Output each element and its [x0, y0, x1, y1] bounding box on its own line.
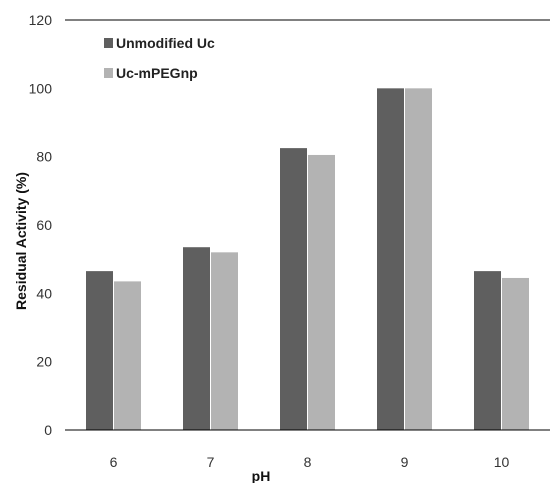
y-tick-label: 60: [36, 217, 52, 233]
y-axis-title: Residual Activity (%): [13, 172, 29, 310]
x-axis-title: pH: [252, 468, 271, 483]
x-tick-label: 7: [207, 454, 215, 470]
bar-unmodified-ph-7: [183, 247, 210, 430]
x-tick-label: 10: [494, 454, 510, 470]
bar-peg-ph-8: [308, 154, 335, 431]
legend: Unmodified Uc Uc-mPEGnp: [104, 35, 215, 81]
bar-peg-ph-7: [211, 252, 238, 430]
bar-unmodified-ph-8: [280, 148, 307, 430]
y-tick-label: 20: [36, 354, 52, 370]
x-tick-label: 8: [304, 454, 312, 470]
bar-peg-ph-9: [405, 88, 432, 430]
legend-label-peg: Uc-mPEGnp: [116, 65, 198, 81]
bars: [86, 88, 529, 431]
bar-unmodified-ph-10: [474, 271, 501, 430]
x-tick-label: 6: [110, 454, 118, 470]
y-tick-labels: 0 20 40 60 80 100 120: [29, 12, 53, 438]
legend-label-unmodified: Unmodified Uc: [116, 35, 215, 51]
x-tick-labels: 6 7 8 9 10: [110, 454, 510, 470]
bar-peg-ph-10: [502, 277, 529, 430]
x-tick-label: 9: [401, 454, 409, 470]
bar-unmodified-ph-6: [86, 271, 113, 430]
y-tick-label: 120: [29, 12, 53, 28]
y-tick-label: 0: [44, 422, 52, 438]
bar-peg-ph-6: [114, 281, 141, 430]
legend-swatch-unmodified: [104, 38, 113, 48]
bar-unmodified-ph-9: [377, 88, 404, 430]
y-tick-label: 100: [29, 80, 53, 96]
legend-swatch-peg: [104, 68, 113, 78]
y-tick-label: 80: [36, 149, 52, 165]
y-tick-label: 40: [36, 285, 52, 301]
